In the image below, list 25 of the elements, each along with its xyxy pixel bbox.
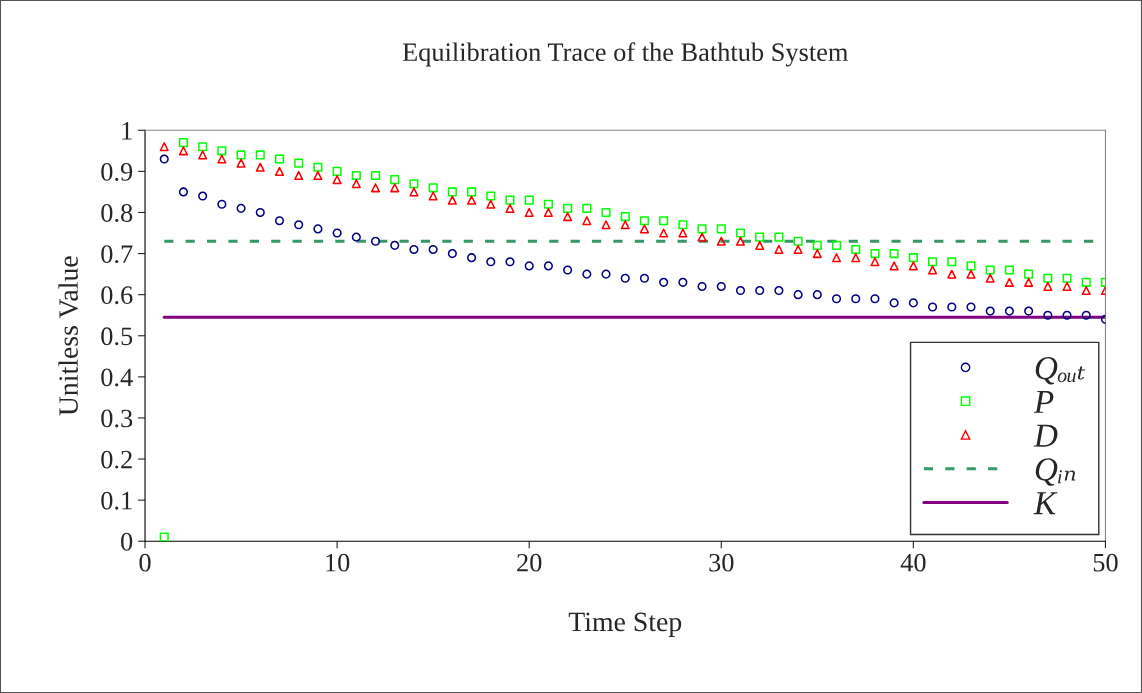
y-tick-label: 0.8: [101, 204, 133, 222]
legend-label: D: [1033, 424, 1058, 447]
x-tick-label: 10: [326, 553, 350, 572]
chart-title: Equilibration Trace of the Bathtub System: [402, 42, 849, 67]
y-tick-label: 0.7: [101, 245, 133, 264]
y-tick-label: 0.6: [101, 286, 133, 305]
x-tick-label: 0: [139, 553, 151, 572]
y-tick-label: 0.9: [101, 162, 133, 181]
legend-label: Qᵢₙ: [1035, 458, 1076, 486]
x-tick-label: 40: [900, 553, 926, 572]
y-tick-label: 1: [122, 122, 132, 140]
legend-label: K: [1033, 492, 1058, 515]
y-tick-label: 0.1: [101, 491, 132, 510]
y-tick-label: 0.4: [101, 368, 133, 387]
x-tick-label: 30: [709, 553, 734, 572]
y-tick-label: 0.2: [101, 450, 132, 469]
y-tick-label: 0: [121, 532, 133, 551]
y-tick-label: 0.5: [101, 327, 133, 346]
y-axis-title: Unitless Value: [58, 256, 79, 416]
legend-label: P: [1033, 391, 1054, 413]
x-axis-title: Time Step: [568, 612, 682, 637]
x-tick-label: 20: [517, 553, 542, 572]
legend-label: Qₒᵤₜ: [1035, 357, 1086, 385]
x-tick-label: 50: [1093, 553, 1118, 572]
y-tick-label: 0.3: [101, 409, 133, 428]
